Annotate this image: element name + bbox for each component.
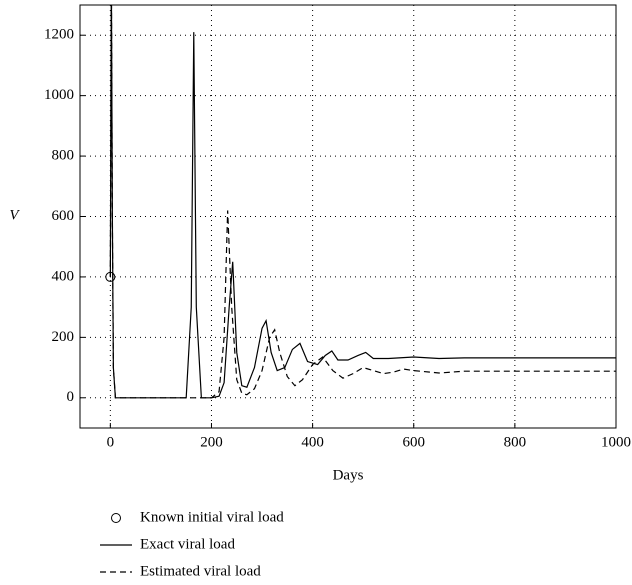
legend-label: Exact viral load — [140, 536, 235, 552]
line — [109, 5, 616, 399]
x-axis-label: Days — [333, 467, 364, 483]
x-tick-label: 800 — [504, 434, 527, 450]
legend-marker — [111, 513, 121, 523]
legend-label: Known initial viral load — [140, 509, 284, 525]
y-tick-label: 1200 — [44, 27, 74, 43]
y-tick-label: 400 — [52, 268, 75, 284]
x-tick-label: 200 — [200, 434, 223, 450]
y-tick-label: 1000 — [44, 87, 74, 103]
y-axis-label: V — [9, 207, 20, 223]
y-tick-label: 0 — [67, 389, 75, 405]
plot-frame — [79, 4, 617, 429]
y-tick-label: 800 — [52, 148, 75, 164]
line — [109, 5, 616, 399]
y-tick-label: 600 — [52, 208, 75, 224]
x-tick-label: 1000 — [601, 434, 631, 450]
plot-area — [105, 5, 616, 399]
x-tick-label: 0 — [107, 434, 115, 450]
x-tick-label: 600 — [402, 434, 425, 450]
legend-label: Estimated viral load — [140, 563, 261, 579]
x-tick-label: 400 — [301, 434, 324, 450]
y-tick-label: 200 — [52, 329, 75, 345]
